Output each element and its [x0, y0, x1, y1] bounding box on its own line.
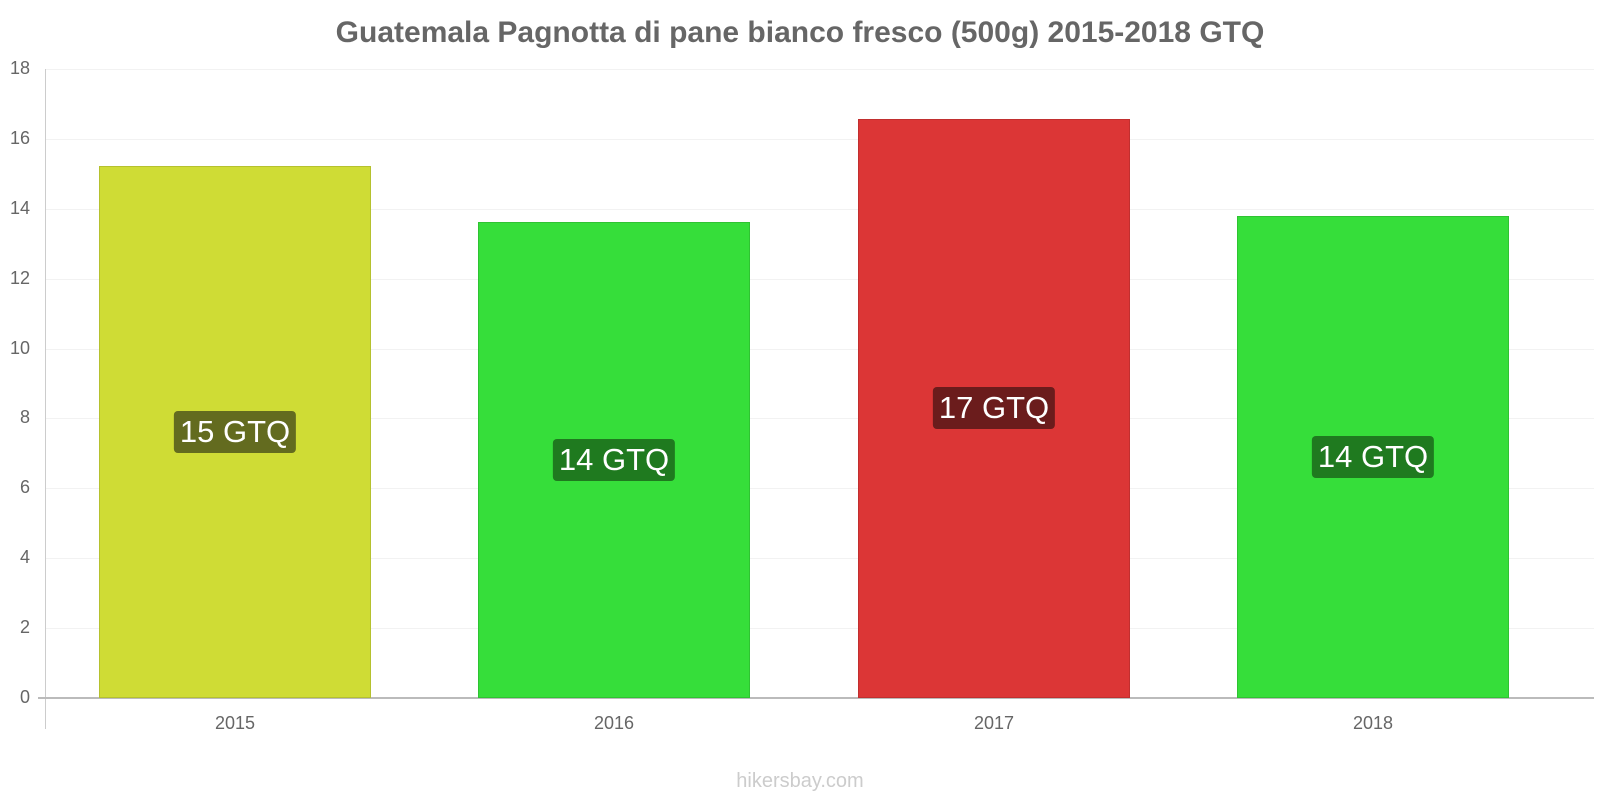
x-tick-label: 2015 [214, 713, 256, 733]
y-tick-label: 14 [9, 198, 30, 218]
gridline [46, 349, 1594, 350]
y-tick-label: 6 [19, 477, 30, 497]
bar-value-label: 14 GTQ [552, 439, 676, 482]
gridline [46, 628, 1594, 629]
bar-value-label: 14 GTQ [1311, 436, 1435, 479]
y-tick-label: 0 [19, 687, 30, 707]
gridline [46, 418, 1594, 419]
y-tick-label: 16 [9, 128, 30, 148]
x-tick-label: 2017 [973, 713, 1015, 733]
x-axis-line [38, 697, 1594, 699]
gridline [46, 139, 1594, 140]
gridline [46, 558, 1594, 559]
y-tick-label: 10 [9, 338, 30, 358]
y-tick-label: 2 [19, 617, 30, 637]
gridline [46, 279, 1594, 280]
bar-value-label: 15 GTQ [173, 410, 297, 453]
x-tick-label: 2018 [1352, 713, 1394, 733]
y-axis-line [45, 69, 46, 729]
watermark: hikersbay.com [736, 770, 864, 792]
y-tick-label: 8 [19, 407, 30, 427]
gridline [46, 488, 1594, 489]
gridline [46, 69, 1594, 70]
x-tick-label: 2016 [593, 713, 635, 733]
y-tick-label: 4 [19, 547, 30, 567]
chart-title: Guatemala Pagnotta di pane bianco fresco… [335, 16, 1265, 49]
y-tick-label: 18 [9, 58, 30, 78]
gridline [46, 209, 1594, 210]
bar-value-label: 17 GTQ [932, 387, 1056, 430]
y-tick-label: 12 [9, 268, 30, 288]
